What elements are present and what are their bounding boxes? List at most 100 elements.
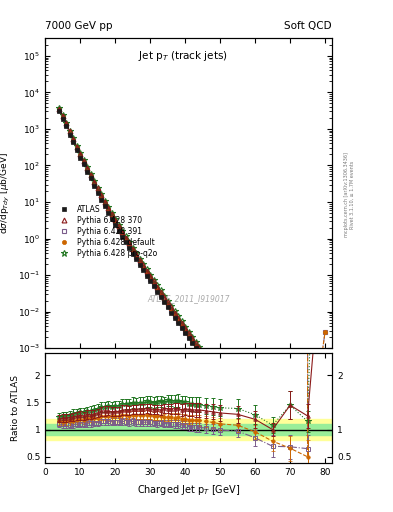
ATLAS — [323, 453, 327, 459]
Pythia 6.428 default — [102, 200, 107, 206]
Pythia 6.428 pro-q2o — [74, 143, 79, 149]
Pythia 6.428 pro-q2o — [144, 266, 149, 272]
Pythia 6.428 default — [162, 296, 167, 302]
Pythia 6.428 391 — [169, 308, 173, 314]
Pythia 6.428 default — [95, 186, 100, 193]
Pythia 6.428 370 — [148, 273, 152, 279]
Pythia 6.428 391 — [165, 303, 170, 309]
Pythia 6.428 default — [211, 369, 215, 375]
Pythia 6.428 391 — [211, 371, 215, 377]
Pythia 6.428 391 — [270, 429, 275, 435]
Pythia 6.428 default — [193, 343, 198, 349]
Pythia 6.428 370 — [67, 129, 72, 135]
Pythia 6.428 default — [148, 274, 152, 281]
Pythia 6.428 pro-q2o — [81, 157, 86, 163]
Pythia 6.428 370 — [102, 199, 107, 205]
Pythia 6.428 default — [270, 426, 275, 433]
Pythia 6.428 pro-q2o — [176, 313, 180, 319]
Pythia 6.428 pro-q2o — [204, 355, 209, 361]
Pythia 6.428 pro-q2o — [211, 365, 215, 371]
ATLAS — [137, 262, 142, 268]
Pythia 6.428 370 — [116, 223, 121, 229]
Pythia 6.428 default — [134, 252, 138, 259]
Bar — [45, 419, 332, 440]
Pythia 6.428 default — [113, 218, 118, 224]
Pythia 6.428 default — [155, 285, 160, 291]
Pythia 6.428 391 — [113, 220, 118, 226]
Pythia 6.428 370 — [169, 304, 173, 310]
Pythia 6.428 default — [169, 306, 173, 312]
Pythia 6.428 391 — [144, 271, 149, 277]
ATLAS — [64, 123, 68, 130]
Pythia 6.428 pro-q2o — [169, 303, 173, 309]
Pythia 6.428 pro-q2o — [253, 407, 257, 413]
Pythia 6.428 391 — [92, 181, 97, 187]
ATLAS — [197, 350, 202, 356]
Pythia 6.428 pro-q2o — [88, 171, 93, 177]
Pythia 6.428 pro-q2o — [235, 392, 240, 398]
Pythia 6.428 370 — [155, 284, 160, 290]
Pythia 6.428 default — [130, 247, 135, 253]
Pythia 6.428 default — [218, 379, 222, 386]
Pythia 6.428 pro-q2o — [106, 204, 110, 210]
Pythia 6.428 default — [57, 106, 62, 112]
Pythia 6.428 391 — [158, 292, 163, 298]
Pythia 6.428 391 — [218, 381, 222, 387]
Pythia 6.428 pro-q2o — [120, 228, 125, 234]
Pythia 6.428 391 — [120, 231, 125, 238]
Pythia 6.428 default — [120, 230, 125, 236]
Pythia 6.428 default — [116, 224, 121, 230]
Pythia 6.428 pro-q2o — [99, 191, 103, 197]
Pythia 6.428 pro-q2o — [155, 282, 160, 288]
Pythia 6.428 default — [123, 236, 128, 242]
Pythia 6.428 391 — [85, 167, 90, 173]
Pythia 6.428 391 — [67, 130, 72, 136]
Pythia 6.428 391 — [179, 324, 184, 330]
Pythia 6.428 default — [92, 180, 97, 186]
Pythia 6.428 default — [204, 358, 209, 365]
Pythia 6.428 391 — [88, 174, 93, 180]
Pythia 6.428 pro-q2o — [78, 150, 83, 156]
Pythia 6.428 pro-q2o — [183, 324, 187, 330]
ATLAS — [218, 381, 222, 387]
ATLAS — [162, 299, 167, 305]
Pythia 6.428 370 — [134, 251, 138, 258]
Text: Soft QCD: Soft QCD — [285, 20, 332, 31]
ATLAS — [81, 161, 86, 167]
ATLAS — [134, 256, 138, 262]
Pythia 6.428 default — [99, 193, 103, 199]
Pythia 6.428 370 — [288, 428, 292, 434]
ATLAS — [155, 289, 160, 295]
Pythia 6.428 370 — [141, 262, 145, 268]
ATLAS — [288, 434, 292, 440]
ATLAS — [169, 310, 173, 316]
Pythia 6.428 391 — [253, 413, 257, 419]
Pythia 6.428 370 — [158, 289, 163, 295]
ATLAS — [144, 273, 149, 279]
ATLAS — [106, 209, 110, 216]
Pythia 6.428 default — [172, 311, 177, 317]
ATLAS — [88, 176, 93, 182]
Pythia 6.428 pro-q2o — [95, 184, 100, 190]
Pythia 6.428 default — [141, 264, 145, 270]
ATLAS — [211, 371, 215, 377]
Pythia 6.428 370 — [99, 192, 103, 198]
Y-axis label: Ratio to ATLAS: Ratio to ATLAS — [11, 375, 20, 441]
Pythia 6.428 370 — [95, 185, 100, 191]
Pythia 6.428 391 — [141, 265, 145, 271]
Pythia 6.428 pro-q2o — [165, 297, 170, 304]
Pythia 6.428 391 — [102, 201, 107, 207]
Pythia 6.428 pro-q2o — [71, 135, 75, 141]
Pythia 6.428 pro-q2o — [270, 421, 275, 428]
Pythia 6.428 pro-q2o — [127, 239, 132, 245]
ATLAS — [120, 233, 125, 240]
ATLAS — [102, 203, 107, 209]
Pythia 6.428 pro-q2o — [186, 329, 191, 335]
Pythia 6.428 370 — [137, 257, 142, 263]
Pythia 6.428 default — [253, 411, 257, 417]
Pythia 6.428 default — [190, 337, 195, 344]
Text: ATLAS_2011_I919017: ATLAS_2011_I919017 — [147, 294, 230, 303]
Text: mcplots.cern.ch [arXiv:1306.3436]: mcplots.cern.ch [arXiv:1306.3436] — [344, 152, 349, 237]
ATLAS — [141, 267, 145, 273]
Pythia 6.428 pro-q2o — [288, 428, 292, 434]
